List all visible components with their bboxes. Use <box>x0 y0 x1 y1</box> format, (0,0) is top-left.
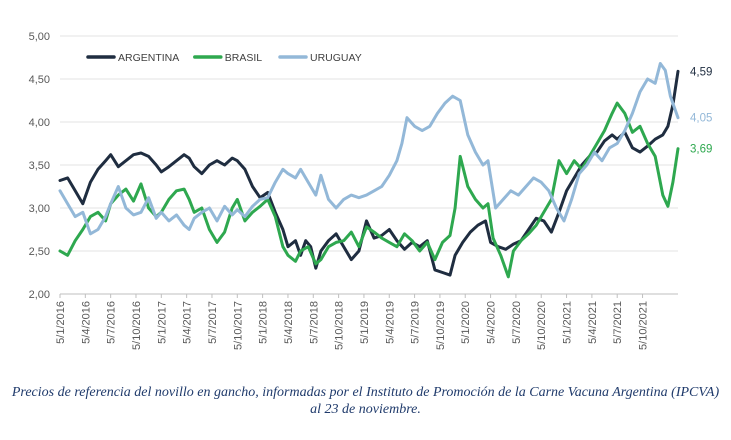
x-tick-label: 5/4/2016 <box>80 301 92 344</box>
x-tick-label: 5/10/2020 <box>536 301 548 350</box>
legend-label-uruguay: URUGUAY <box>310 52 362 64</box>
y-tick-label: 3,00 <box>29 203 50 215</box>
x-tick-label: 5/1/2016 <box>55 301 67 344</box>
x-tick-label: 5/1/2018 <box>258 301 270 344</box>
y-tick-label: 2,00 <box>29 289 50 301</box>
x-tick-label: 5/4/2021 <box>587 301 599 344</box>
x-tick-label: 5/1/2019 <box>359 301 371 344</box>
x-tick-label: 5/1/2020 <box>460 301 472 344</box>
x-tick-label: 5/7/2020 <box>511 301 523 344</box>
x-tick-label: 5/10/2017 <box>232 301 244 350</box>
y-tick-label: 3,50 <box>29 160 50 172</box>
x-tick-label: 5/10/2016 <box>131 301 143 350</box>
x-tick-label: 5/1/2021 <box>562 301 574 344</box>
x-tick-label: 5/7/2017 <box>207 301 219 344</box>
y-axis: 5,00 4,50 4,00 3,50 3,00 2,50 2,00 <box>29 31 50 301</box>
x-tick-label: 5/4/2017 <box>182 301 194 344</box>
series-line-brasil <box>58 101 680 279</box>
end-label-uruguay: 4,05 <box>690 113 712 125</box>
series-line-argentina <box>58 69 680 277</box>
x-tick-label: 5/4/2020 <box>486 301 498 344</box>
x-axis: 5/1/2016 5/4/2016 5/7/2016 5/10/2016 5/1/201… <box>55 294 650 350</box>
end-label-argentina: 4,59 <box>690 66 712 78</box>
end-labels: 4,59 3,69 4,05 <box>690 66 712 155</box>
x-tick-label: 5/4/2018 <box>283 301 295 344</box>
y-tick-label: 5,00 <box>29 31 50 43</box>
x-tick-label: 5/4/2019 <box>384 301 396 344</box>
line-chart: 5,00 4,50 4,00 3,50 3,00 2,50 2,00 5/1/2016 5/4… <box>29 31 713 350</box>
end-label-brasil: 3,69 <box>690 144 712 156</box>
legend-label-brasil: BRASIL <box>225 52 263 64</box>
x-tick-label: 5/10/2021 <box>638 301 650 350</box>
y-tick-label: 4,00 <box>29 117 50 129</box>
x-tick-label: 5/7/2018 <box>308 301 320 344</box>
y-tick-label: 2,50 <box>29 246 50 258</box>
x-tick-label: 5/7/2019 <box>410 301 422 344</box>
x-tick-label: 5/10/2019 <box>435 301 447 350</box>
figure-caption: Precios de referencia del novillo en gan… <box>11 385 720 417</box>
legend-label-argentina: ARGENTINA <box>118 52 179 64</box>
y-tick-label: 4,50 <box>29 74 50 86</box>
legend: ARGENTINA BRASIL URUGUAY <box>86 52 362 64</box>
x-tick-label: 5/1/2017 <box>156 301 168 344</box>
series-line-uruguay <box>58 62 680 236</box>
x-tick-label: 5/7/2021 <box>612 301 624 344</box>
series-lines <box>58 62 680 279</box>
x-tick-label: 5/7/2016 <box>106 301 118 344</box>
x-tick-label: 5/10/2018 <box>334 301 346 350</box>
